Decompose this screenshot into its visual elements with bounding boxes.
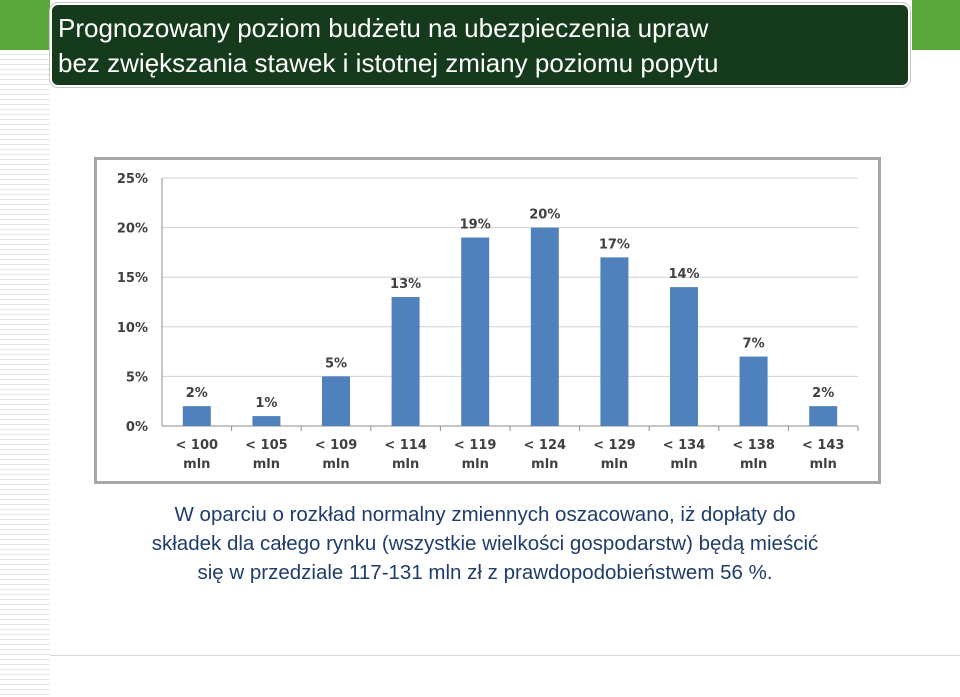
data-label: 13% bbox=[390, 277, 421, 292]
x-tick-label: < 143 bbox=[802, 438, 845, 453]
chart-canvas: 0% 5% 10% 15% 20% 25% 2% < 100 mln 1% < 105 mln 5% < … bbox=[117, 172, 859, 472]
left-decorative-stripes bbox=[0, 0, 50, 697]
data-label: 5% bbox=[325, 356, 347, 371]
y-tick-label: 15% bbox=[117, 271, 148, 286]
title-line-2: bez zwiększania stawek i istotnej zmiany… bbox=[58, 48, 719, 78]
data-label: 1% bbox=[255, 396, 277, 411]
bar bbox=[252, 416, 281, 426]
data-label: 7% bbox=[743, 337, 765, 352]
y-tick-label: 25% bbox=[117, 172, 148, 187]
x-tick-label: < 100 bbox=[176, 438, 219, 453]
data-label: 14% bbox=[668, 267, 699, 282]
x-tick-label: < 134 bbox=[663, 438, 706, 453]
corner-accent-left bbox=[0, 0, 50, 50]
x-tick-label: mln bbox=[183, 457, 210, 472]
x-tick-label: < 109 bbox=[315, 438, 358, 453]
bar bbox=[322, 376, 350, 426]
x-tick-label: mln bbox=[322, 457, 349, 472]
x-tick-label: < 114 bbox=[384, 438, 427, 453]
corner-accent-right bbox=[912, 0, 960, 50]
y-tick-label: 0% bbox=[126, 420, 148, 435]
bar-chart: 0% 5% 10% 15% 20% 25% 2% < 100 mln 1% < 105 mln 5% < … bbox=[94, 157, 881, 484]
x-tick-label: < 138 bbox=[732, 438, 775, 453]
y-tick-label: 10% bbox=[117, 321, 148, 336]
x-tick-label: mln bbox=[670, 457, 697, 472]
data-label: 2% bbox=[186, 386, 208, 401]
x-tick-label: mln bbox=[601, 457, 628, 472]
title-line-1: Prognozowany poziom budżetu na ubezpiecz… bbox=[58, 13, 709, 43]
caption-line-3: się w przedziale 117-131 mln zł z prawdo… bbox=[197, 561, 773, 584]
bar bbox=[739, 356, 768, 426]
data-label: 17% bbox=[599, 237, 630, 252]
bar bbox=[670, 287, 698, 426]
x-tick-label: mln bbox=[531, 457, 558, 472]
x-tick-label: mln bbox=[810, 457, 837, 472]
caption-line-2: składek dla całego rynku (wszystkie wiel… bbox=[151, 532, 819, 555]
x-tick-label: < 105 bbox=[245, 438, 288, 453]
bar bbox=[809, 406, 838, 426]
bar bbox=[461, 237, 490, 426]
slide-title: Prognozowany poziom budżetu na ubezpiecz… bbox=[50, 3, 910, 87]
data-label: 19% bbox=[460, 218, 491, 233]
x-tick-label: < 124 bbox=[524, 438, 567, 453]
x-tick-label: mln bbox=[392, 457, 419, 472]
x-tick-label: < 119 bbox=[454, 438, 497, 453]
x-tick-label: mln bbox=[462, 457, 489, 472]
data-label: 2% bbox=[812, 386, 834, 401]
x-tick-label: mln bbox=[740, 457, 767, 472]
caption: W oparciu o rozkład normalny zmiennych o… bbox=[60, 500, 910, 587]
bar bbox=[530, 227, 559, 426]
y-tick-label: 5% bbox=[126, 370, 148, 385]
bar bbox=[182, 406, 211, 426]
divider bbox=[50, 655, 960, 656]
y-tick-label: 20% bbox=[117, 222, 148, 237]
x-tick-label: < 129 bbox=[593, 438, 636, 453]
data-label: 20% bbox=[529, 208, 560, 223]
caption-line-1: W oparciu o rozkład normalny zmiennych o… bbox=[174, 503, 796, 526]
bar bbox=[600, 257, 629, 426]
x-tick-label: mln bbox=[253, 457, 280, 472]
bar bbox=[391, 297, 420, 426]
